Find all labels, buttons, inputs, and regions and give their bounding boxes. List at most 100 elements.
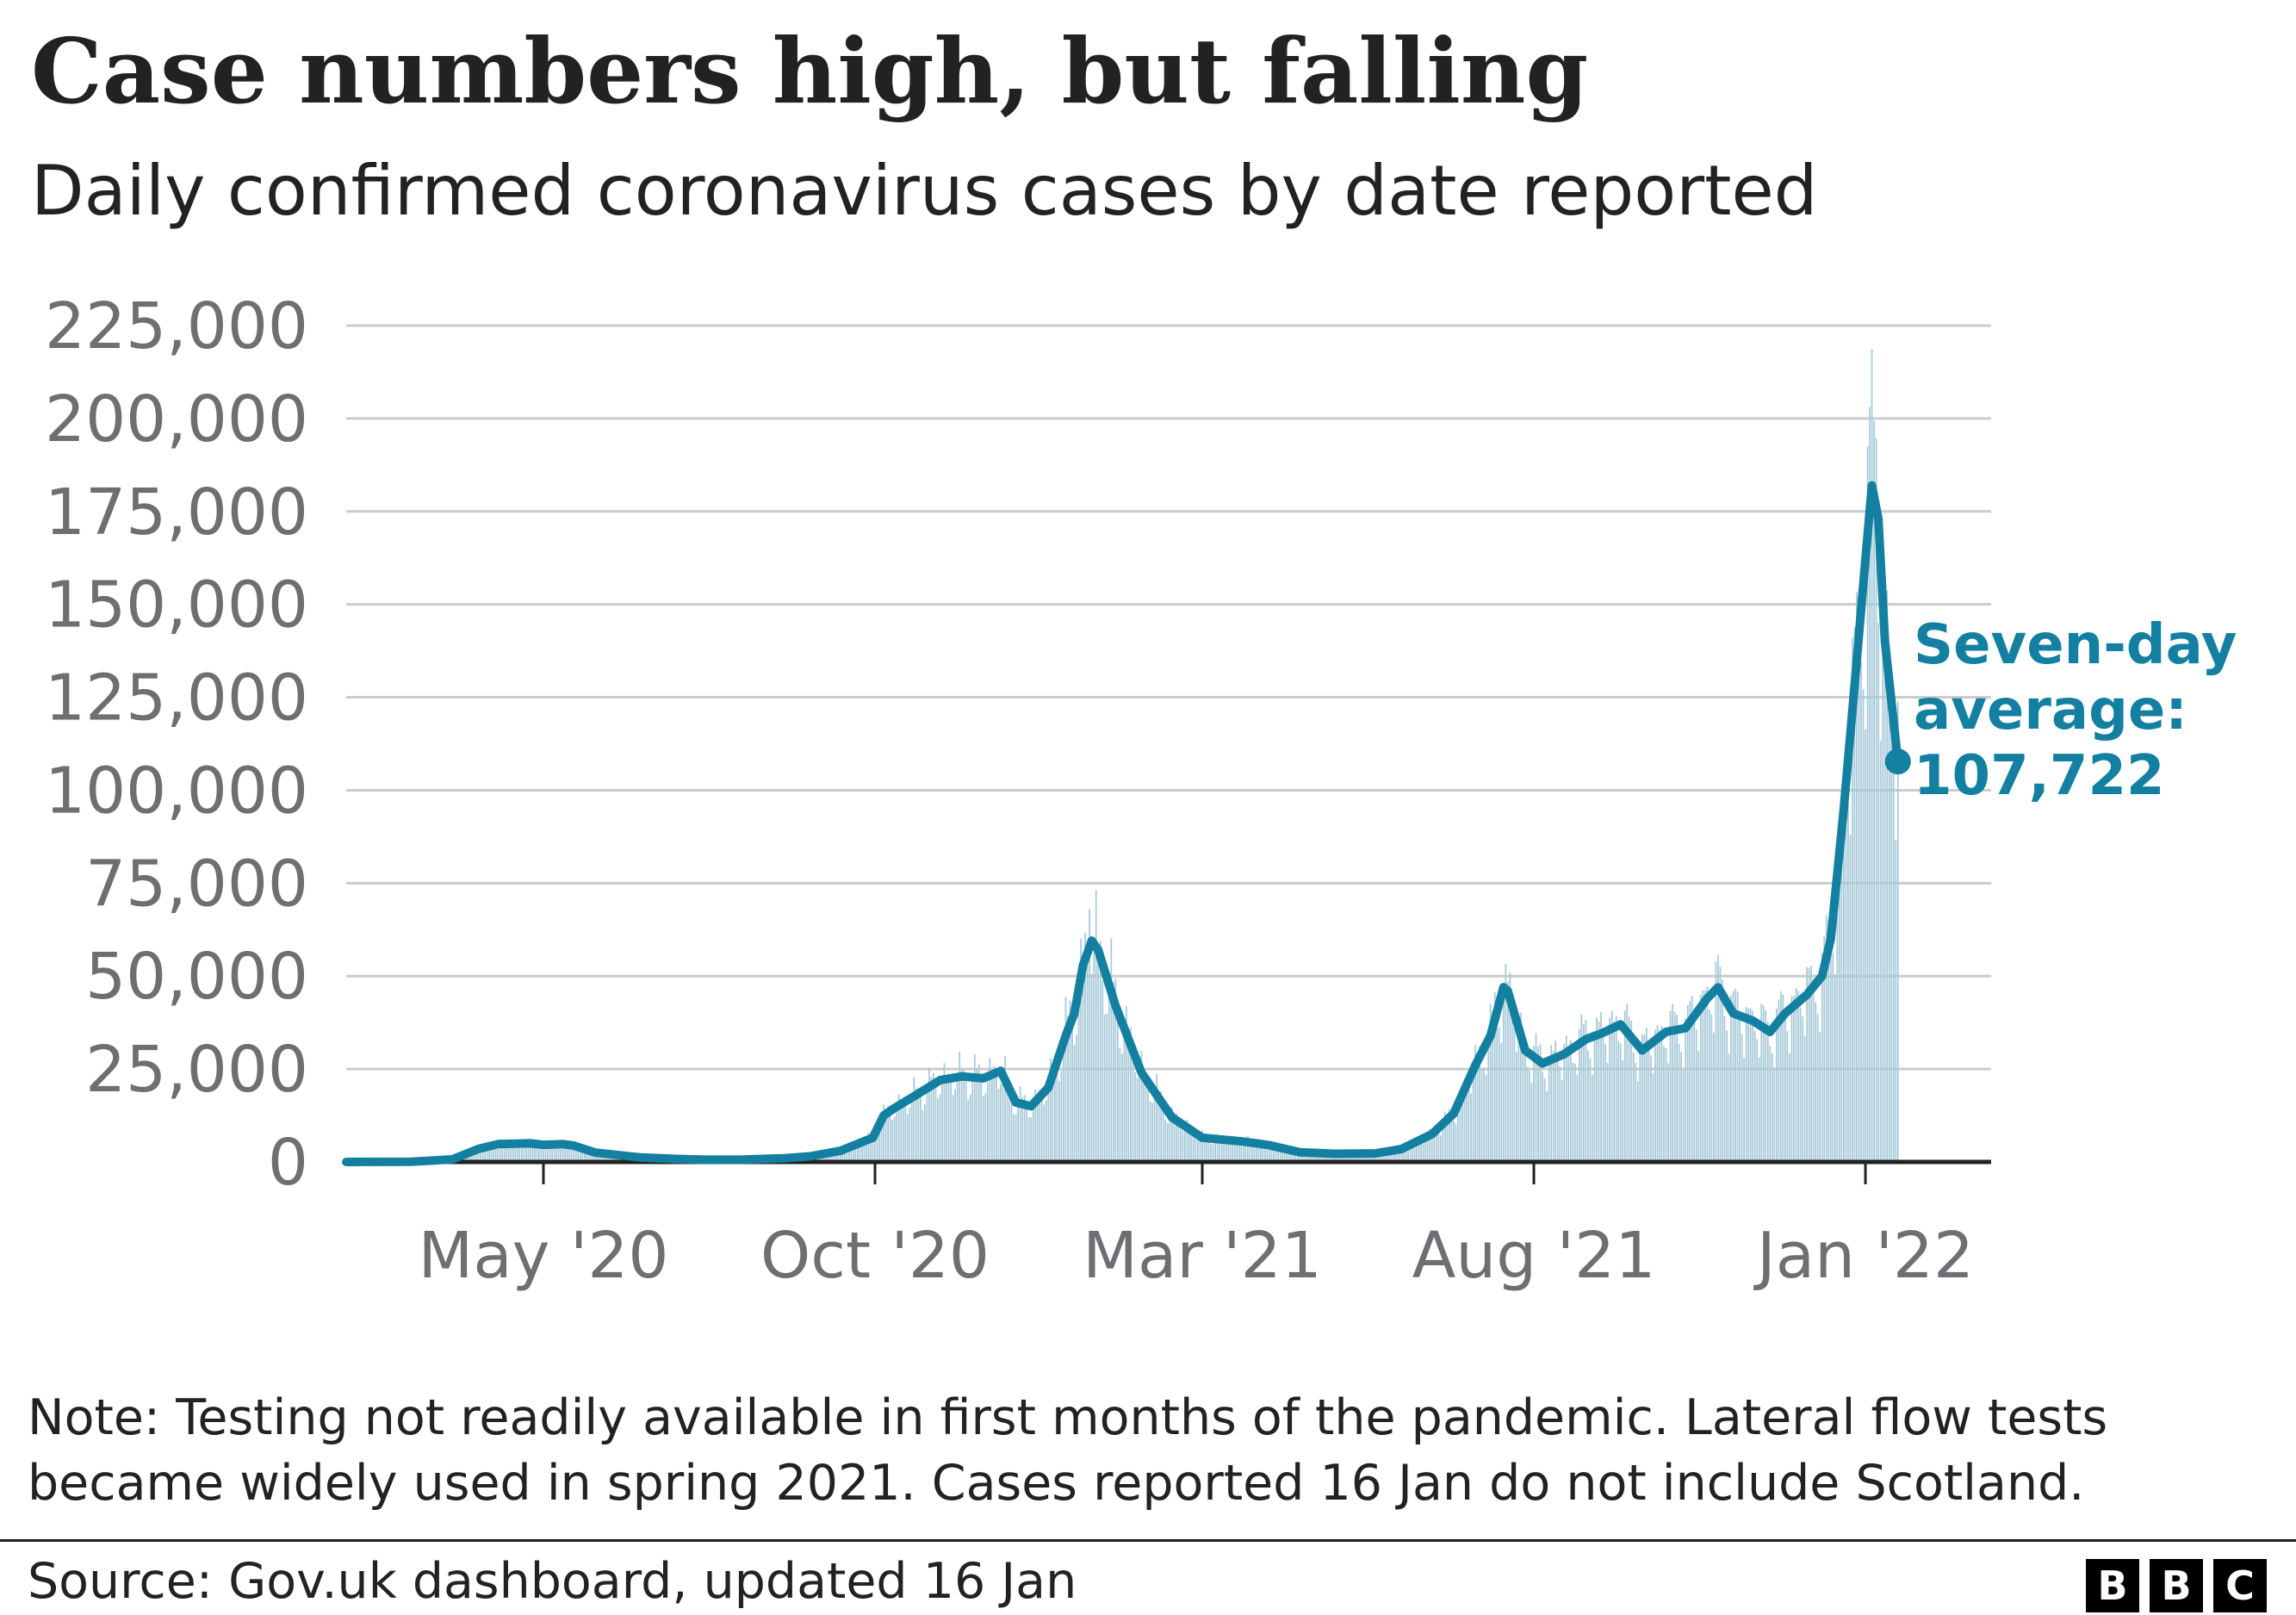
daily-bar [1418, 1137, 1420, 1162]
daily-bar [1108, 983, 1110, 1162]
daily-bar [1697, 1051, 1700, 1162]
daily-bar [1000, 1083, 1002, 1162]
daily-bar [1286, 1151, 1288, 1162]
daily-bar [1032, 1108, 1034, 1162]
y-tick-label-225000: 225,000 [45, 289, 308, 363]
daily-bar [1592, 1075, 1593, 1162]
daily-bar [952, 1095, 954, 1162]
daily-bar [1498, 1027, 1500, 1162]
daily-bar [1175, 1113, 1177, 1162]
daily-bar [1387, 1149, 1390, 1162]
daily-bar [1390, 1152, 1392, 1162]
daily-bar [1026, 1104, 1028, 1162]
daily-bar [1266, 1141, 1269, 1162]
daily-bar [1834, 974, 1836, 1162]
daily-bar [1847, 804, 1849, 1162]
daily-bar [1045, 1100, 1047, 1162]
daily-bar [1013, 1114, 1015, 1162]
daily-bar [1090, 973, 1093, 1162]
daily-bar [1877, 623, 1880, 1162]
daily-bar [1589, 1058, 1592, 1162]
daily-bar [1635, 1062, 1637, 1162]
daily-bar [828, 1152, 831, 1162]
daily-bar [1565, 1035, 1567, 1162]
daily-bar [1600, 1012, 1602, 1162]
daily-bar [1392, 1152, 1394, 1162]
daily-bar [1331, 1154, 1333, 1162]
daily-bar [1882, 561, 1884, 1162]
daily-bar [830, 1154, 833, 1162]
daily-bar [1207, 1140, 1210, 1162]
daily-bar [1080, 938, 1082, 1162]
daily-bar [555, 1142, 557, 1162]
daily-bar [1856, 592, 1858, 1162]
daily-bar [1052, 1071, 1054, 1162]
daily-bar [1784, 1016, 1786, 1162]
daily-bar [1269, 1145, 1270, 1162]
daily-bar [512, 1147, 514, 1162]
daily-bar [1359, 1153, 1362, 1162]
daily-bar [937, 1097, 939, 1162]
daily-bar [1641, 1034, 1643, 1162]
daily-bar [1888, 645, 1890, 1162]
daily-bar [883, 1104, 884, 1162]
daily-bar [839, 1149, 841, 1162]
daily-bar [1511, 1014, 1513, 1162]
daily-bar [967, 1099, 970, 1162]
logo-letter-3: C [2213, 1559, 2267, 1612]
daily-bar [1244, 1140, 1247, 1162]
daily-bar [1865, 729, 1866, 1162]
daily-bar [1752, 1010, 1754, 1162]
daily-bar [1554, 1040, 1557, 1162]
daily-bar [1015, 1114, 1017, 1162]
daily-bar [1466, 1089, 1468, 1162]
daily-bar [1890, 702, 1893, 1162]
daily-bar [562, 1144, 564, 1162]
daily-bar [1073, 1044, 1076, 1162]
daily-bar [1240, 1145, 1243, 1162]
daily-bar [603, 1155, 605, 1162]
daily-bar [1710, 1014, 1713, 1162]
daily-bar [1182, 1131, 1184, 1162]
daily-bar [866, 1140, 867, 1162]
daily-bar [1520, 1012, 1522, 1162]
daily-bar [1849, 834, 1852, 1162]
daily-bar [1449, 1109, 1450, 1162]
daily-bar [1630, 1020, 1633, 1162]
daily-bar [1736, 991, 1739, 1162]
daily-bar [1236, 1139, 1238, 1162]
daily-bar [1509, 972, 1511, 1162]
daily-bar [1678, 1043, 1680, 1162]
daily-bar [1556, 1061, 1559, 1162]
daily-bar [506, 1140, 508, 1162]
daily-bar [1843, 782, 1845, 1162]
daily-bar [1676, 1015, 1678, 1162]
daily-bar [1405, 1147, 1407, 1162]
daily-bar [549, 1141, 551, 1162]
daily-bar [984, 1092, 987, 1162]
daily-bar [564, 1142, 567, 1162]
daily-bar [850, 1146, 853, 1162]
daily-bar [1049, 1059, 1052, 1162]
daily-bar [1424, 1142, 1427, 1162]
daily-bar [1429, 1128, 1431, 1162]
daily-bar [1587, 1050, 1589, 1162]
daily-bar [1270, 1147, 1273, 1162]
daily-bar [893, 1116, 896, 1162]
daily-bar [897, 1094, 900, 1162]
daily-bar [1739, 1019, 1741, 1162]
daily-bar [1617, 1040, 1620, 1162]
daily-bar [1006, 1079, 1008, 1162]
daily-bar [1400, 1147, 1403, 1162]
daily-bar [1530, 1083, 1533, 1162]
daily-bar [1708, 1009, 1710, 1162]
daily-bar [1689, 1001, 1691, 1162]
daily-bar [1873, 420, 1875, 1162]
daily-bar [1623, 1010, 1626, 1162]
daily-bar [943, 1063, 946, 1162]
daily-bar [1344, 1154, 1346, 1162]
daily-bar [1273, 1149, 1275, 1162]
daily-bar [1480, 1067, 1483, 1162]
y-tick-label-125000: 125,000 [45, 662, 308, 736]
daily-bar [1376, 1153, 1379, 1162]
